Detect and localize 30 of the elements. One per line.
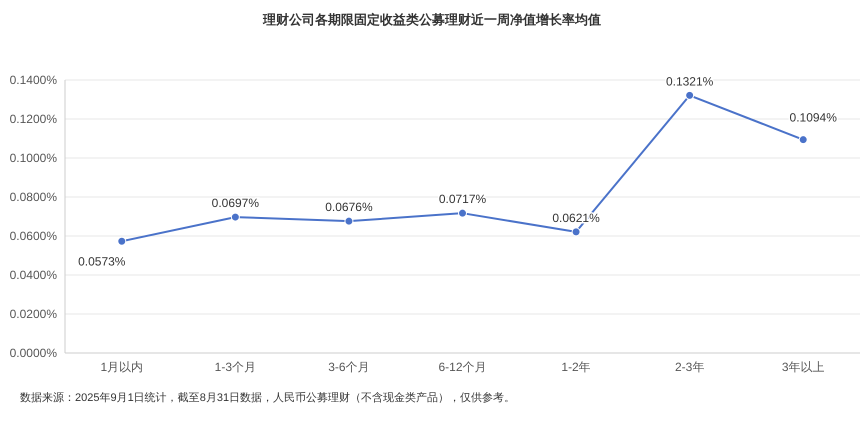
y-tick-label: 0.1200% <box>10 112 58 126</box>
chart-title: 理财公司各期限固定收益类公募理财近一周净值增长率均值 <box>262 12 601 27</box>
y-tick-label: 0.1400% <box>10 73 58 87</box>
x-tick-label: 3年以上 <box>782 360 825 374</box>
data-label: 0.0697% <box>212 196 260 210</box>
point <box>344 216 354 226</box>
data-label: 0.1094% <box>790 110 838 125</box>
point <box>572 227 581 236</box>
source-note: 数据来源：2025年9月1日统计，截至8月31日数据，人民币公募理财（不含现金类产品），仅供参考。 <box>20 391 516 404</box>
point <box>798 135 808 144</box>
y-tick-label: 0.0400% <box>10 268 58 282</box>
data-label: 0.0573% <box>78 254 126 268</box>
y-tick-label: 0.0000% <box>10 346 58 360</box>
y-tick-label: 0.0200% <box>10 307 58 321</box>
point <box>117 236 126 246</box>
x-tick-label: 1-3个月 <box>214 360 256 374</box>
data-label: 0.0717% <box>438 192 487 206</box>
y-tick-label: 0.0600% <box>10 229 58 243</box>
x-tick-label: 1-2年 <box>561 360 591 374</box>
y-tick-label: 0.0800% <box>10 190 58 204</box>
x-tick-label: 6-12个月 <box>438 360 487 374</box>
y-tick-label: 0.1000% <box>10 151 58 165</box>
x-tick-label: 3-6个月 <box>328 360 370 374</box>
point <box>458 208 467 218</box>
x-tick-label: 1月以内 <box>100 360 144 374</box>
point <box>685 90 694 100</box>
point <box>230 212 240 222</box>
data-label: 0.0676% <box>325 200 373 214</box>
x-tick-label: 2-3年 <box>674 360 704 374</box>
data-label: 0.1321% <box>666 74 714 88</box>
